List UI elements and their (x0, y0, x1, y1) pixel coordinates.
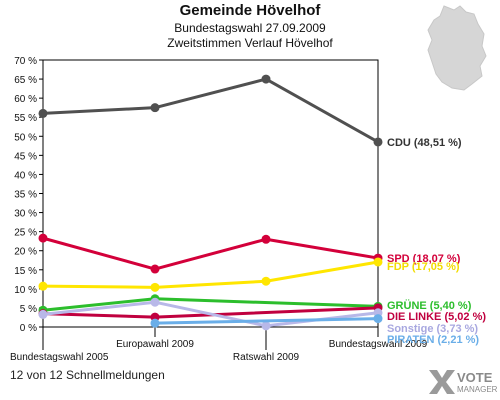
y-tick-label: 55 % (14, 113, 37, 124)
y-tick-label: 35 % (14, 190, 37, 201)
plot-area (42, 59, 379, 328)
series-line-segment (153, 297, 380, 308)
series-line-segment (41, 106, 157, 115)
series-line-segment (153, 317, 380, 325)
x-tick-label: Europawahl 2009 (116, 339, 194, 350)
y-tick-label: 70 % (14, 56, 37, 67)
series-line-segment (41, 284, 157, 289)
footer-note: 12 von 12 Schnellmeldungen (10, 368, 165, 382)
y-tick-label: 65 % (14, 75, 37, 86)
series-line-segment (153, 306, 380, 319)
data-point (373, 257, 383, 267)
y-tick-label: 30 % (14, 209, 37, 220)
series-line-segment (41, 297, 157, 312)
data-point (261, 74, 271, 84)
series-line-segment (41, 236, 157, 271)
data-point (150, 264, 160, 274)
data-point (261, 234, 271, 244)
y-tick-label: 0 % (20, 323, 37, 334)
data-point (38, 108, 48, 118)
x-tick-label: Bundestagswahl 2009 (329, 339, 428, 350)
data-point (150, 297, 160, 307)
data-point (150, 318, 160, 328)
svg-text:MANAGER: MANAGER (457, 385, 497, 394)
series-line-segment (264, 260, 380, 283)
svg-text:VOTE: VOTE (457, 370, 493, 385)
chart-subtitle-2: Zweitstimmen Verlauf Hövelhof (167, 36, 333, 50)
series-cdu (38, 74, 383, 147)
series-line-segment (41, 312, 157, 319)
y-tick-label: 40 % (14, 170, 37, 181)
data-point (261, 276, 271, 286)
data-point (373, 314, 383, 324)
series-end-label: FDP (17,05 %) (387, 261, 460, 273)
series-end-label: GRÜNE (5,40 %) (387, 299, 472, 312)
y-tick-label: 50 % (14, 132, 37, 143)
data-point (38, 233, 48, 243)
series-end-label: SPD (18,07 %) (387, 253, 461, 265)
series-line-segment (264, 237, 380, 260)
series-line-segment (264, 77, 380, 144)
y-tick-label: 10 % (14, 285, 37, 296)
x-tick-label: Ratswahl 2009 (233, 352, 300, 363)
y-tick-label: 15 % (14, 266, 37, 277)
series-line-segment (153, 237, 268, 271)
series-fdp (38, 257, 383, 292)
data-point (38, 281, 48, 291)
data-point (373, 137, 383, 147)
series-end-label: PIRATEN (2,21 %) (387, 334, 479, 346)
chart-subtitle: Bundestagswahl 27.09.2009 (174, 21, 326, 35)
data-point (150, 282, 160, 292)
series-end-label: DIE LINKE (5,02 %) (387, 311, 486, 323)
chart-title: Gemeinde Hövelhof (179, 2, 321, 19)
series-line-segment (153, 77, 268, 110)
data-point (261, 321, 271, 331)
series-line-segment (41, 300, 157, 316)
germany-map-icon (427, 5, 487, 91)
y-tick-label: 25 % (14, 228, 37, 239)
series-piraten (150, 314, 383, 328)
y-tick-label: 45 % (14, 151, 37, 162)
x-tick-label: Bundestagswahl 2005 (10, 352, 109, 363)
y-tick-label: 5 % (20, 304, 37, 315)
series-end-label: CDU (48,51 %) (387, 137, 462, 149)
data-point (150, 103, 160, 113)
series-line-segment (153, 279, 268, 289)
data-point (38, 309, 48, 319)
y-tick-label: 20 % (14, 247, 37, 258)
votemanager-logo: VOTE MANAGER (429, 370, 497, 394)
y-tick-label: 60 % (14, 94, 37, 105)
series-end-label: Sonstige (3,73 %) (387, 323, 478, 335)
